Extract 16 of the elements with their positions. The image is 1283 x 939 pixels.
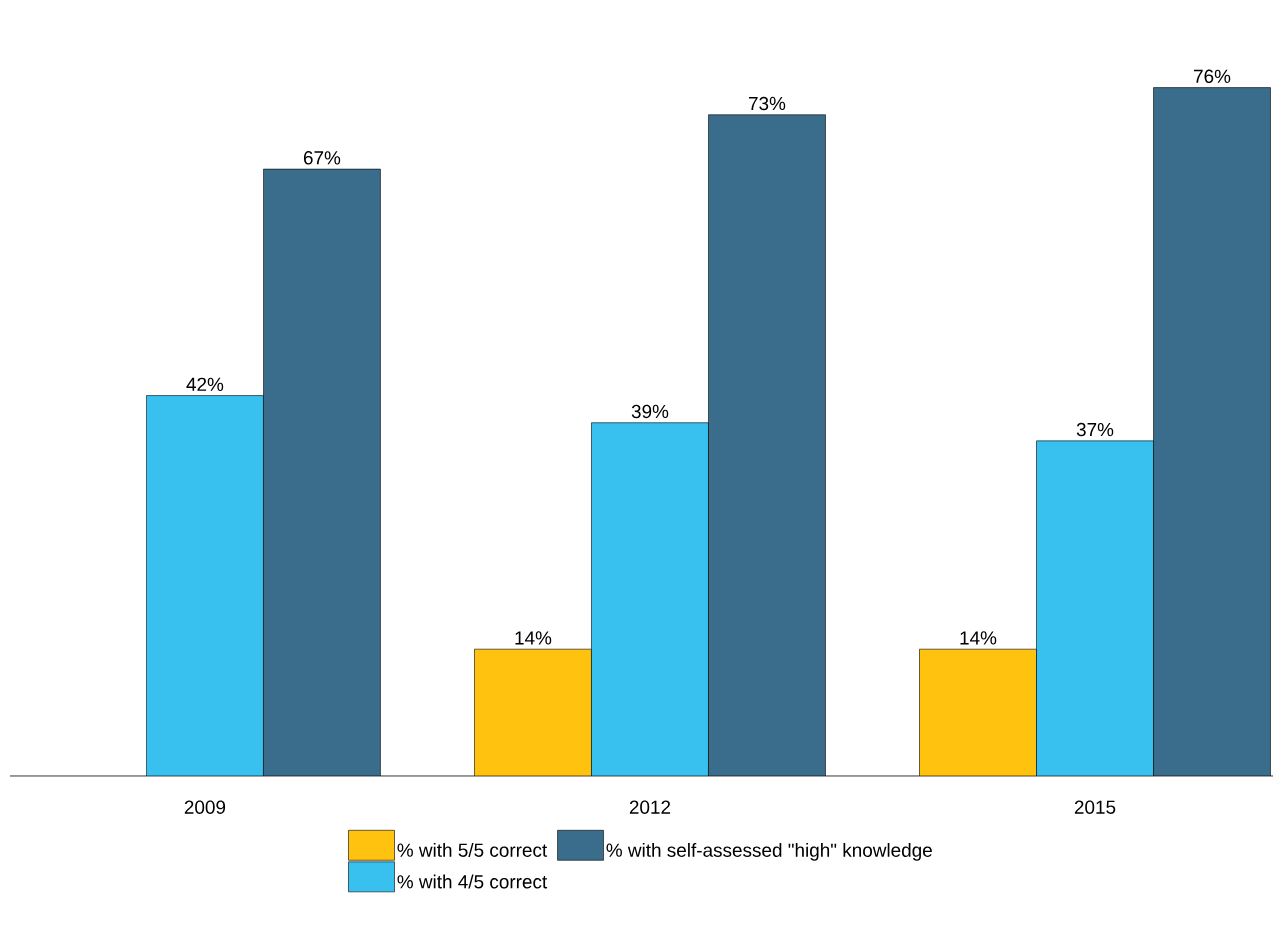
bar [919,648,1037,776]
x-tick-label: 2012 [629,800,671,814]
legend-label: % with self-assessed "high" knowledge [606,843,932,861]
legend-label: % with 5/5 correct [397,843,548,857]
data-label: 39% [631,404,669,419]
data-label: 37% [1076,422,1114,437]
data-label: 73% [749,96,786,111]
data-label: 14% [515,631,552,645]
data-label: 76% [1194,69,1231,83]
x-tick-label: 2015 [1074,800,1116,814]
x-tick-label: 2009 [184,800,226,814]
data-label: 67% [303,151,341,165]
data-label: 14% [960,631,997,645]
bar [474,648,592,776]
legend-label: % with 4/5 correct [397,874,548,889]
data-label: 42% [186,377,224,391]
